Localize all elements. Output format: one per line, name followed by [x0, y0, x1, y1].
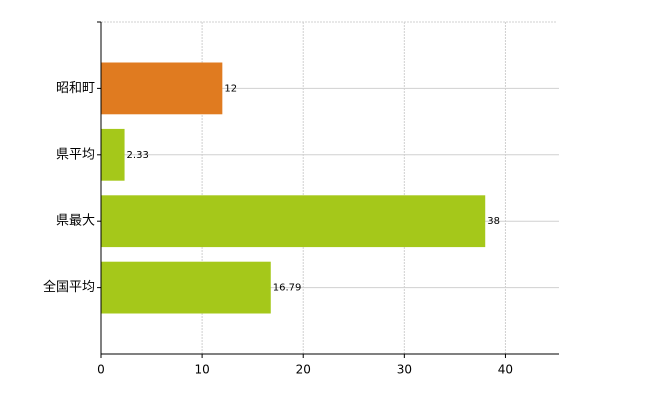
value-label: 38	[487, 216, 500, 227]
x-tick-label: 10	[194, 363, 209, 377]
value-label: 2.33	[127, 150, 149, 161]
bar	[101, 261, 271, 314]
y-tick-label: 県最大	[56, 214, 95, 229]
bar	[101, 195, 486, 248]
bar	[101, 128, 125, 181]
value-label: 12	[224, 83, 237, 94]
y-tick-label: 昭和町	[56, 81, 95, 96]
x-tick-label: 40	[498, 363, 513, 377]
y-tick-label: 県平均	[56, 147, 95, 162]
value-label: 16.79	[273, 283, 302, 294]
x-tick-label: 0	[97, 363, 105, 377]
x-tick-label: 30	[397, 363, 412, 377]
y-tick-label: 全国平均	[43, 279, 95, 295]
bar	[101, 62, 223, 115]
x-tick-label: 20	[296, 363, 311, 377]
